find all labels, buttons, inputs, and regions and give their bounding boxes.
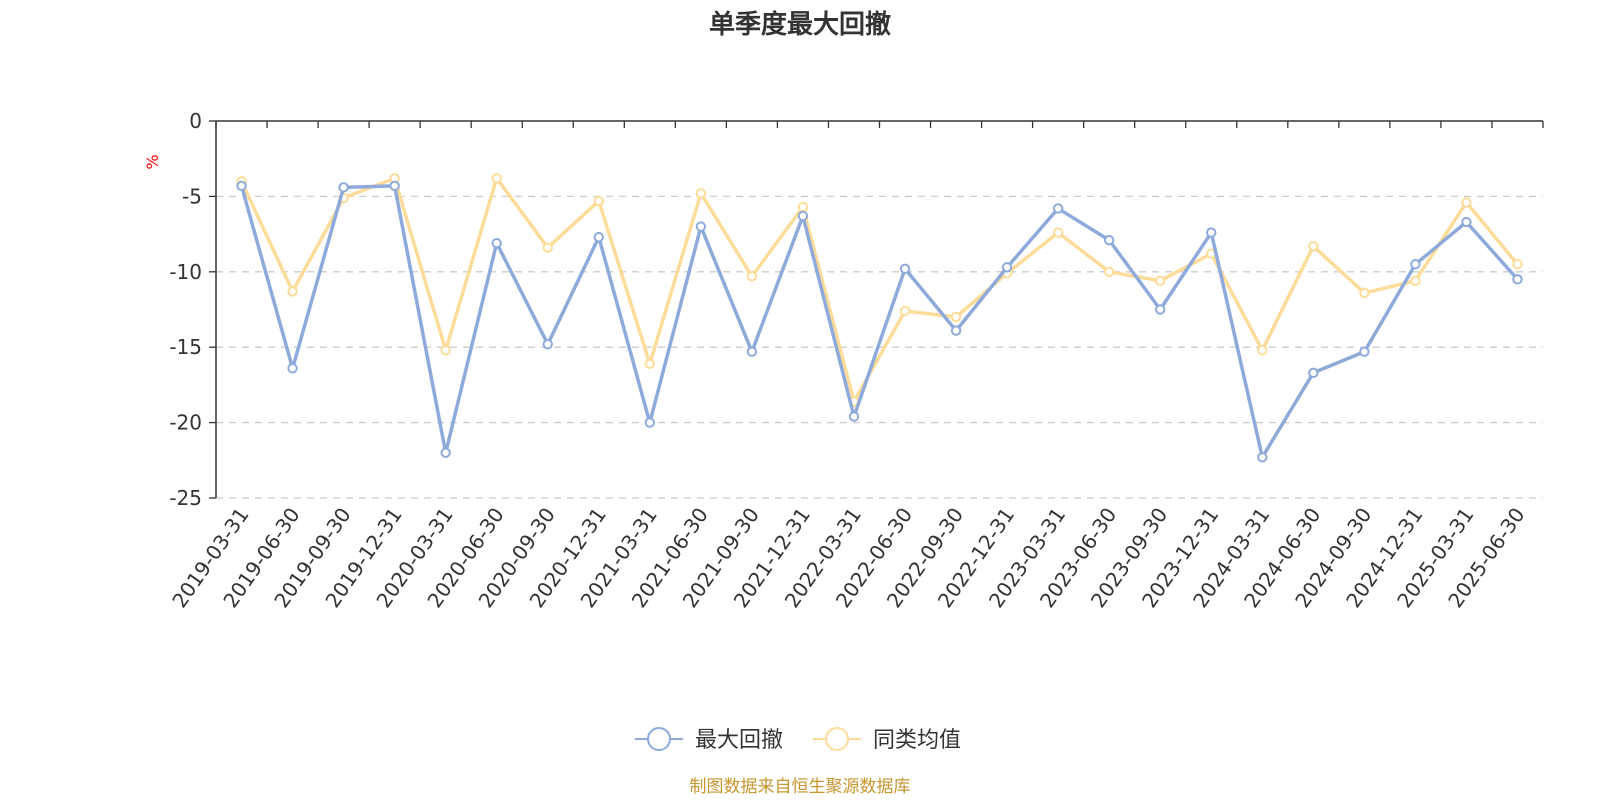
data-point [1155, 304, 1166, 315]
data-point [440, 447, 451, 458]
data-point [1001, 262, 1013, 273]
data-point [1461, 197, 1472, 208]
data-point [542, 338, 553, 350]
legend[interactable]: 最大回撤 同类均值 [635, 727, 961, 753]
data-point [287, 363, 298, 374]
data-point [695, 188, 707, 199]
data-point [1052, 203, 1064, 214]
series-line [239, 176, 1519, 404]
data-point [491, 173, 502, 184]
y-tick-label: -20 [169, 411, 202, 435]
legend-label: 同类均值 [873, 728, 961, 753]
data-point [1103, 234, 1115, 246]
data-point [1461, 216, 1472, 228]
axes: 0-5-10-15-20-252019-03-312019-06-302019-… [167, 109, 1544, 612]
data-point [236, 180, 247, 192]
data-point [797, 201, 809, 213]
series-1 [236, 180, 1523, 463]
y-tick-label: -15 [169, 335, 202, 359]
series-line [239, 184, 1519, 460]
y-tick-label: -5 [182, 184, 202, 208]
data-point [491, 237, 502, 249]
data-point [1308, 367, 1319, 379]
data-point [593, 195, 604, 207]
data-point [644, 417, 656, 428]
data-point [950, 325, 962, 336]
data-point [899, 305, 911, 317]
data-point [1512, 274, 1523, 285]
data-point [746, 271, 758, 282]
y-axis-unit: % [143, 154, 162, 169]
data-point [1103, 266, 1115, 277]
data-point [1359, 287, 1370, 299]
series [236, 173, 1523, 463]
data-point [1206, 227, 1217, 238]
legend-marker [647, 727, 671, 751]
legend-label: 最大回撤 [695, 728, 783, 753]
data-point [542, 242, 553, 253]
legend-item-2[interactable]: 同类均值 [813, 727, 961, 753]
data-point [1257, 452, 1268, 463]
data-point [389, 180, 400, 192]
legend-marker [825, 727, 849, 751]
data-point [1155, 275, 1166, 287]
data-point [746, 346, 758, 357]
data-point [338, 182, 349, 193]
data-point [1257, 345, 1268, 356]
data-point [848, 411, 860, 422]
data-point [644, 358, 656, 369]
y-tick-label: -25 [169, 486, 202, 510]
chart-title: 单季度最大回撤 [709, 9, 891, 40]
y-tick-label: -10 [169, 260, 202, 284]
data-point [593, 231, 604, 243]
y-tick-label: 0 [189, 109, 202, 133]
legend-item-1[interactable]: 最大回撤 [635, 727, 783, 753]
data-point [1052, 227, 1064, 238]
data-point [899, 263, 911, 274]
data-point [1410, 259, 1421, 270]
data-point [797, 210, 809, 222]
data-point [287, 286, 298, 297]
data-point [1359, 346, 1370, 357]
data-point [1512, 259, 1523, 270]
data-point [1410, 275, 1421, 287]
source-note: 制图数据来自恒生聚源数据库 [690, 777, 911, 797]
data-point [1308, 240, 1319, 252]
data-point [440, 345, 451, 356]
data-point [950, 311, 962, 323]
data-point [695, 221, 707, 232]
